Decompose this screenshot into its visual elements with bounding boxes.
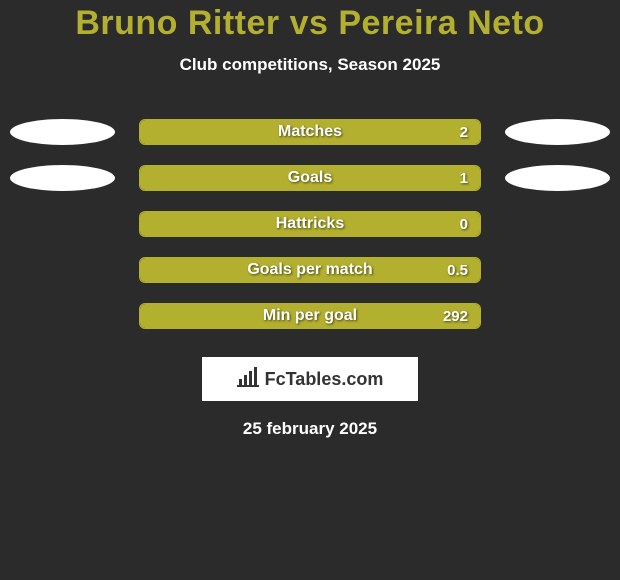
left-ellipse xyxy=(10,165,115,191)
right-ellipse xyxy=(505,211,610,237)
stat-bar-fill xyxy=(140,258,480,282)
stat-bar-fill xyxy=(140,212,480,236)
logo-text: FcTables.com xyxy=(265,369,384,390)
comparison-widget: Bruno Ritter vs Pereira Neto Club compet… xyxy=(0,0,620,439)
stat-row: Goals1 xyxy=(0,165,620,191)
stat-bar-fill xyxy=(140,304,480,328)
left-ellipse xyxy=(10,211,115,237)
left-ellipse xyxy=(10,257,115,283)
page-title: Bruno Ritter vs Pereira Neto xyxy=(0,4,620,43)
stat-bar: Goals1 xyxy=(139,165,481,191)
stat-bar: Min per goal292 xyxy=(139,303,481,329)
right-ellipse xyxy=(505,165,610,191)
left-ellipse xyxy=(10,119,115,145)
stat-row: Matches2 xyxy=(0,119,620,145)
stat-bar: Hattricks0 xyxy=(139,211,481,237)
right-ellipse xyxy=(505,257,610,283)
left-ellipse xyxy=(10,303,115,329)
right-ellipse xyxy=(505,303,610,329)
stats-rows: Matches2 Goals1 Hattricks0 Goals per match0… xyxy=(0,119,620,329)
stat-bar-fill xyxy=(140,120,480,144)
subtitle: Club competitions, Season 2025 xyxy=(0,55,620,75)
right-ellipse xyxy=(505,119,610,145)
stat-bar: Goals per match0.5 xyxy=(139,257,481,283)
stat-row: Min per goal292 xyxy=(0,303,620,329)
stat-bar-fill xyxy=(140,166,480,190)
stat-row: Goals per match0.5 xyxy=(0,257,620,283)
date-text: 25 february 2025 xyxy=(0,419,620,439)
stat-row: Hattricks0 xyxy=(0,211,620,237)
logo-box[interactable]: FcTables.com xyxy=(202,357,418,401)
logo: FcTables.com xyxy=(237,367,384,392)
stat-bar: Matches2 xyxy=(139,119,481,145)
bar-chart-icon xyxy=(237,367,259,392)
